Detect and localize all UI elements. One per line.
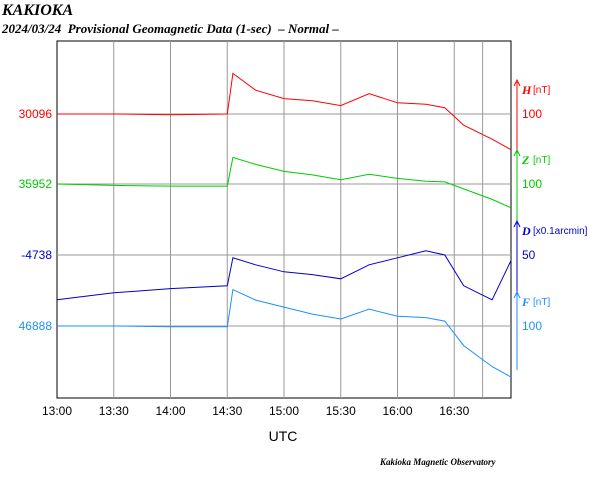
series-unit-H: [nT] — [533, 85, 550, 96]
scale-label-Z: 100 — [522, 177, 542, 191]
scale-label-H: 100 — [522, 107, 542, 121]
x-axis-label: UTC — [269, 428, 298, 444]
base-label-D: -4738 — [21, 248, 52, 262]
base-label-Z: 35952 — [19, 177, 53, 191]
series-unit-Z: [nT] — [533, 155, 550, 166]
x-tick-label: 14:00 — [155, 404, 185, 418]
series-lines — [56, 72, 512, 378]
series-unit-D: [x0.1arcmin] — [533, 226, 588, 237]
x-tick-label: 14:30 — [212, 404, 242, 418]
series-name-D: D — [521, 224, 531, 238]
series-line-Z — [56, 156, 512, 209]
series-name-Z: Z — [521, 153, 530, 167]
x-tick-label: 15:00 — [269, 404, 299, 418]
series-line-D — [56, 250, 512, 301]
series-name-F: F — [521, 295, 530, 309]
base-label-H: 30096 — [19, 107, 53, 121]
axis-arrowhead-D — [513, 219, 521, 228]
x-tick-label: 16:00 — [382, 404, 412, 418]
series-name-H: H — [521, 83, 532, 97]
footer-credit: Kakioka Magnetic Observatory — [380, 457, 496, 467]
x-axis-tick-labels: 13:00 13:30 14:00 14:30 15:00 15:30 16:00 16:30 — [42, 404, 470, 418]
x-tick-label: 16:30 — [439, 404, 469, 418]
x-tick-label: 13:00 — [42, 404, 72, 418]
vertical-gridlines — [113, 41, 484, 398]
series-unit-F: [nT] — [533, 297, 550, 308]
scale-label-D: 50 — [522, 248, 536, 262]
base-label-F: 46888 — [19, 319, 53, 333]
scale-label-F: 100 — [522, 319, 542, 333]
series-line-F — [57, 288, 512, 378]
axis-arrowhead-Z — [513, 148, 521, 157]
chart-subtitle: 2024/03/24 Provisional Geomagnetic Data … — [2, 21, 339, 36]
x-tick-label: 13:30 — [99, 404, 129, 418]
left-base-labels: 30096 35952 -4738 46888 — [19, 107, 53, 333]
station-title: KAKIOKA — [2, 2, 74, 19]
x-tick-label: 15:30 — [326, 404, 356, 418]
axis-arrowhead-H — [513, 78, 521, 87]
axis-arrowhead-F — [513, 290, 521, 299]
series-line-H — [57, 72, 512, 151]
